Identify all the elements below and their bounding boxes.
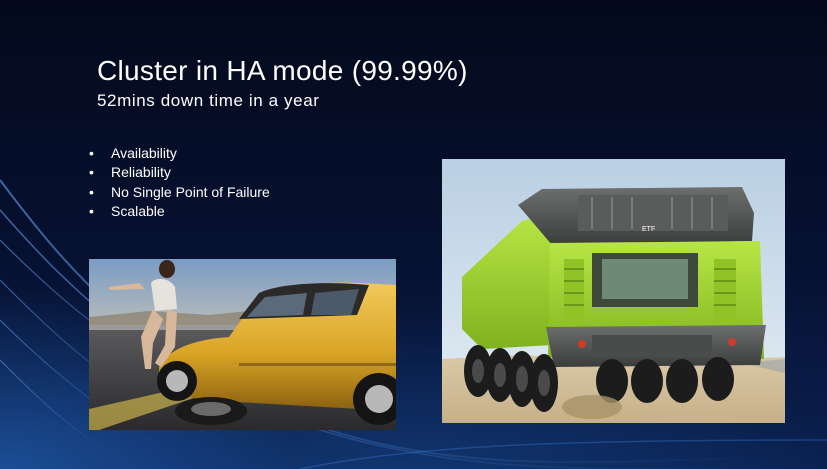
slide-subtitle: 52mins down time in a year [97, 91, 320, 110]
bullet-item-scalable: Scalable [89, 202, 270, 222]
slide-title: Cluster in HA mode (99.99%) [97, 55, 468, 86]
truck-logo-text: ETF [642, 226, 655, 233]
bullet-item-reliability: Reliability [89, 163, 270, 183]
bullet-item-no-single-point-of-failure: No Single Point of Failure [89, 183, 270, 203]
bullet-item-availability: Availability [89, 144, 270, 164]
bullet-list: Availability Reliability No Single Point… [89, 144, 270, 221]
car-photo [89, 259, 396, 430]
truck-photo: ETF [442, 159, 785, 423]
